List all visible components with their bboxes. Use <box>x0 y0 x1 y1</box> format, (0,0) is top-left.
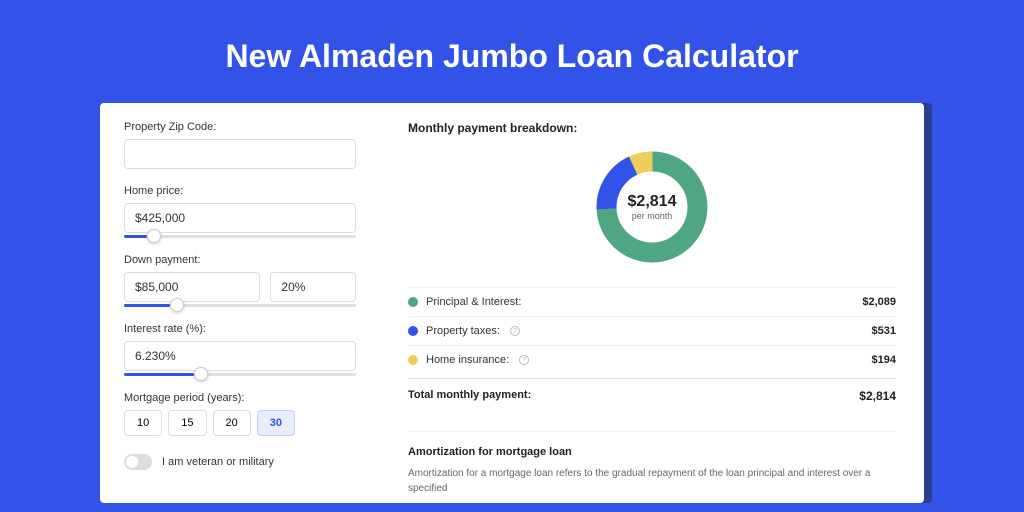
info-icon[interactable]: ? <box>510 326 520 336</box>
zip-field: Property Zip Code: <box>124 121 356 169</box>
home-price-field: Home price: <box>124 185 356 238</box>
home-price-input[interactable] <box>124 203 356 233</box>
period-10-button[interactable]: 10 <box>124 410 162 436</box>
donut-sublabel: per month <box>628 211 677 221</box>
legend-insurance-label: Home insurance: <box>426 354 509 366</box>
donut-chart: $2,814 per month <box>592 147 712 267</box>
legend-taxes-row: Property taxes: ? $531 <box>408 316 896 345</box>
veteran-row: I am veteran or military <box>124 454 356 470</box>
home-price-label: Home price: <box>124 185 356 197</box>
interest-rate-field: Interest rate (%): <box>124 323 356 376</box>
total-label: Total monthly payment: <box>408 389 531 403</box>
period-20-button[interactable]: 20 <box>213 410 251 436</box>
down-payment-input[interactable] <box>124 272 260 302</box>
legend-insurance-row: Home insurance: ? $194 <box>408 345 896 374</box>
veteran-label: I am veteran or military <box>162 456 274 468</box>
dot-icon <box>408 355 418 365</box>
down-payment-field: Down payment: <box>124 254 356 307</box>
calculator-card: Property Zip Code: Home price: Down paym… <box>100 103 924 503</box>
slider-thumb[interactable] <box>170 298 184 312</box>
breakdown-title: Monthly payment breakdown: <box>408 121 896 135</box>
interest-rate-label: Interest rate (%): <box>124 323 356 335</box>
down-payment-percent-input[interactable] <box>270 272 356 302</box>
legend-principal-value: $2,089 <box>862 296 896 308</box>
amortization-title: Amortization for mortgage loan <box>408 446 896 458</box>
total-value: $2,814 <box>859 389 896 403</box>
dot-icon <box>408 297 418 307</box>
breakdown-column: Monthly payment breakdown: $2,814 per mo… <box>380 103 924 503</box>
total-row: Total monthly payment: $2,814 <box>408 378 896 413</box>
period-15-button[interactable]: 15 <box>168 410 206 436</box>
legend-taxes-value: $531 <box>872 325 896 337</box>
amortization-text: Amortization for a mortgage loan refers … <box>408 466 896 496</box>
slider-thumb[interactable] <box>194 367 208 381</box>
info-icon[interactable]: ? <box>519 355 529 365</box>
page-title: New Almaden Jumbo Loan Calculator <box>0 0 1024 103</box>
legend-principal-row: Principal & Interest: $2,089 <box>408 287 896 316</box>
donut-chart-wrap: $2,814 per month <box>408 147 896 267</box>
mortgage-period-options: 10 15 20 30 <box>124 410 356 436</box>
slider-thumb[interactable] <box>147 229 161 243</box>
form-column: Property Zip Code: Home price: Down paym… <box>100 103 380 503</box>
toggle-knob <box>126 456 138 468</box>
interest-rate-slider[interactable] <box>124 373 356 376</box>
zip-input[interactable] <box>124 139 356 169</box>
period-30-button[interactable]: 30 <box>257 410 295 436</box>
zip-label: Property Zip Code: <box>124 121 356 133</box>
veteran-toggle[interactable] <box>124 454 152 470</box>
interest-rate-input[interactable] <box>124 341 356 371</box>
legend-insurance-value: $194 <box>872 354 896 366</box>
home-price-slider[interactable] <box>124 235 356 238</box>
amortization-section: Amortization for mortgage loan Amortizat… <box>408 431 896 496</box>
mortgage-period-label: Mortgage period (years): <box>124 392 356 404</box>
down-payment-label: Down payment: <box>124 254 356 266</box>
mortgage-period-field: Mortgage period (years): 10 15 20 30 <box>124 392 356 436</box>
dot-icon <box>408 326 418 336</box>
legend-taxes-label: Property taxes: <box>426 325 500 337</box>
donut-center: $2,814 per month <box>628 193 677 221</box>
down-payment-slider[interactable] <box>124 304 356 307</box>
donut-amount: $2,814 <box>628 193 677 211</box>
legend-principal-label: Principal & Interest: <box>426 296 521 308</box>
